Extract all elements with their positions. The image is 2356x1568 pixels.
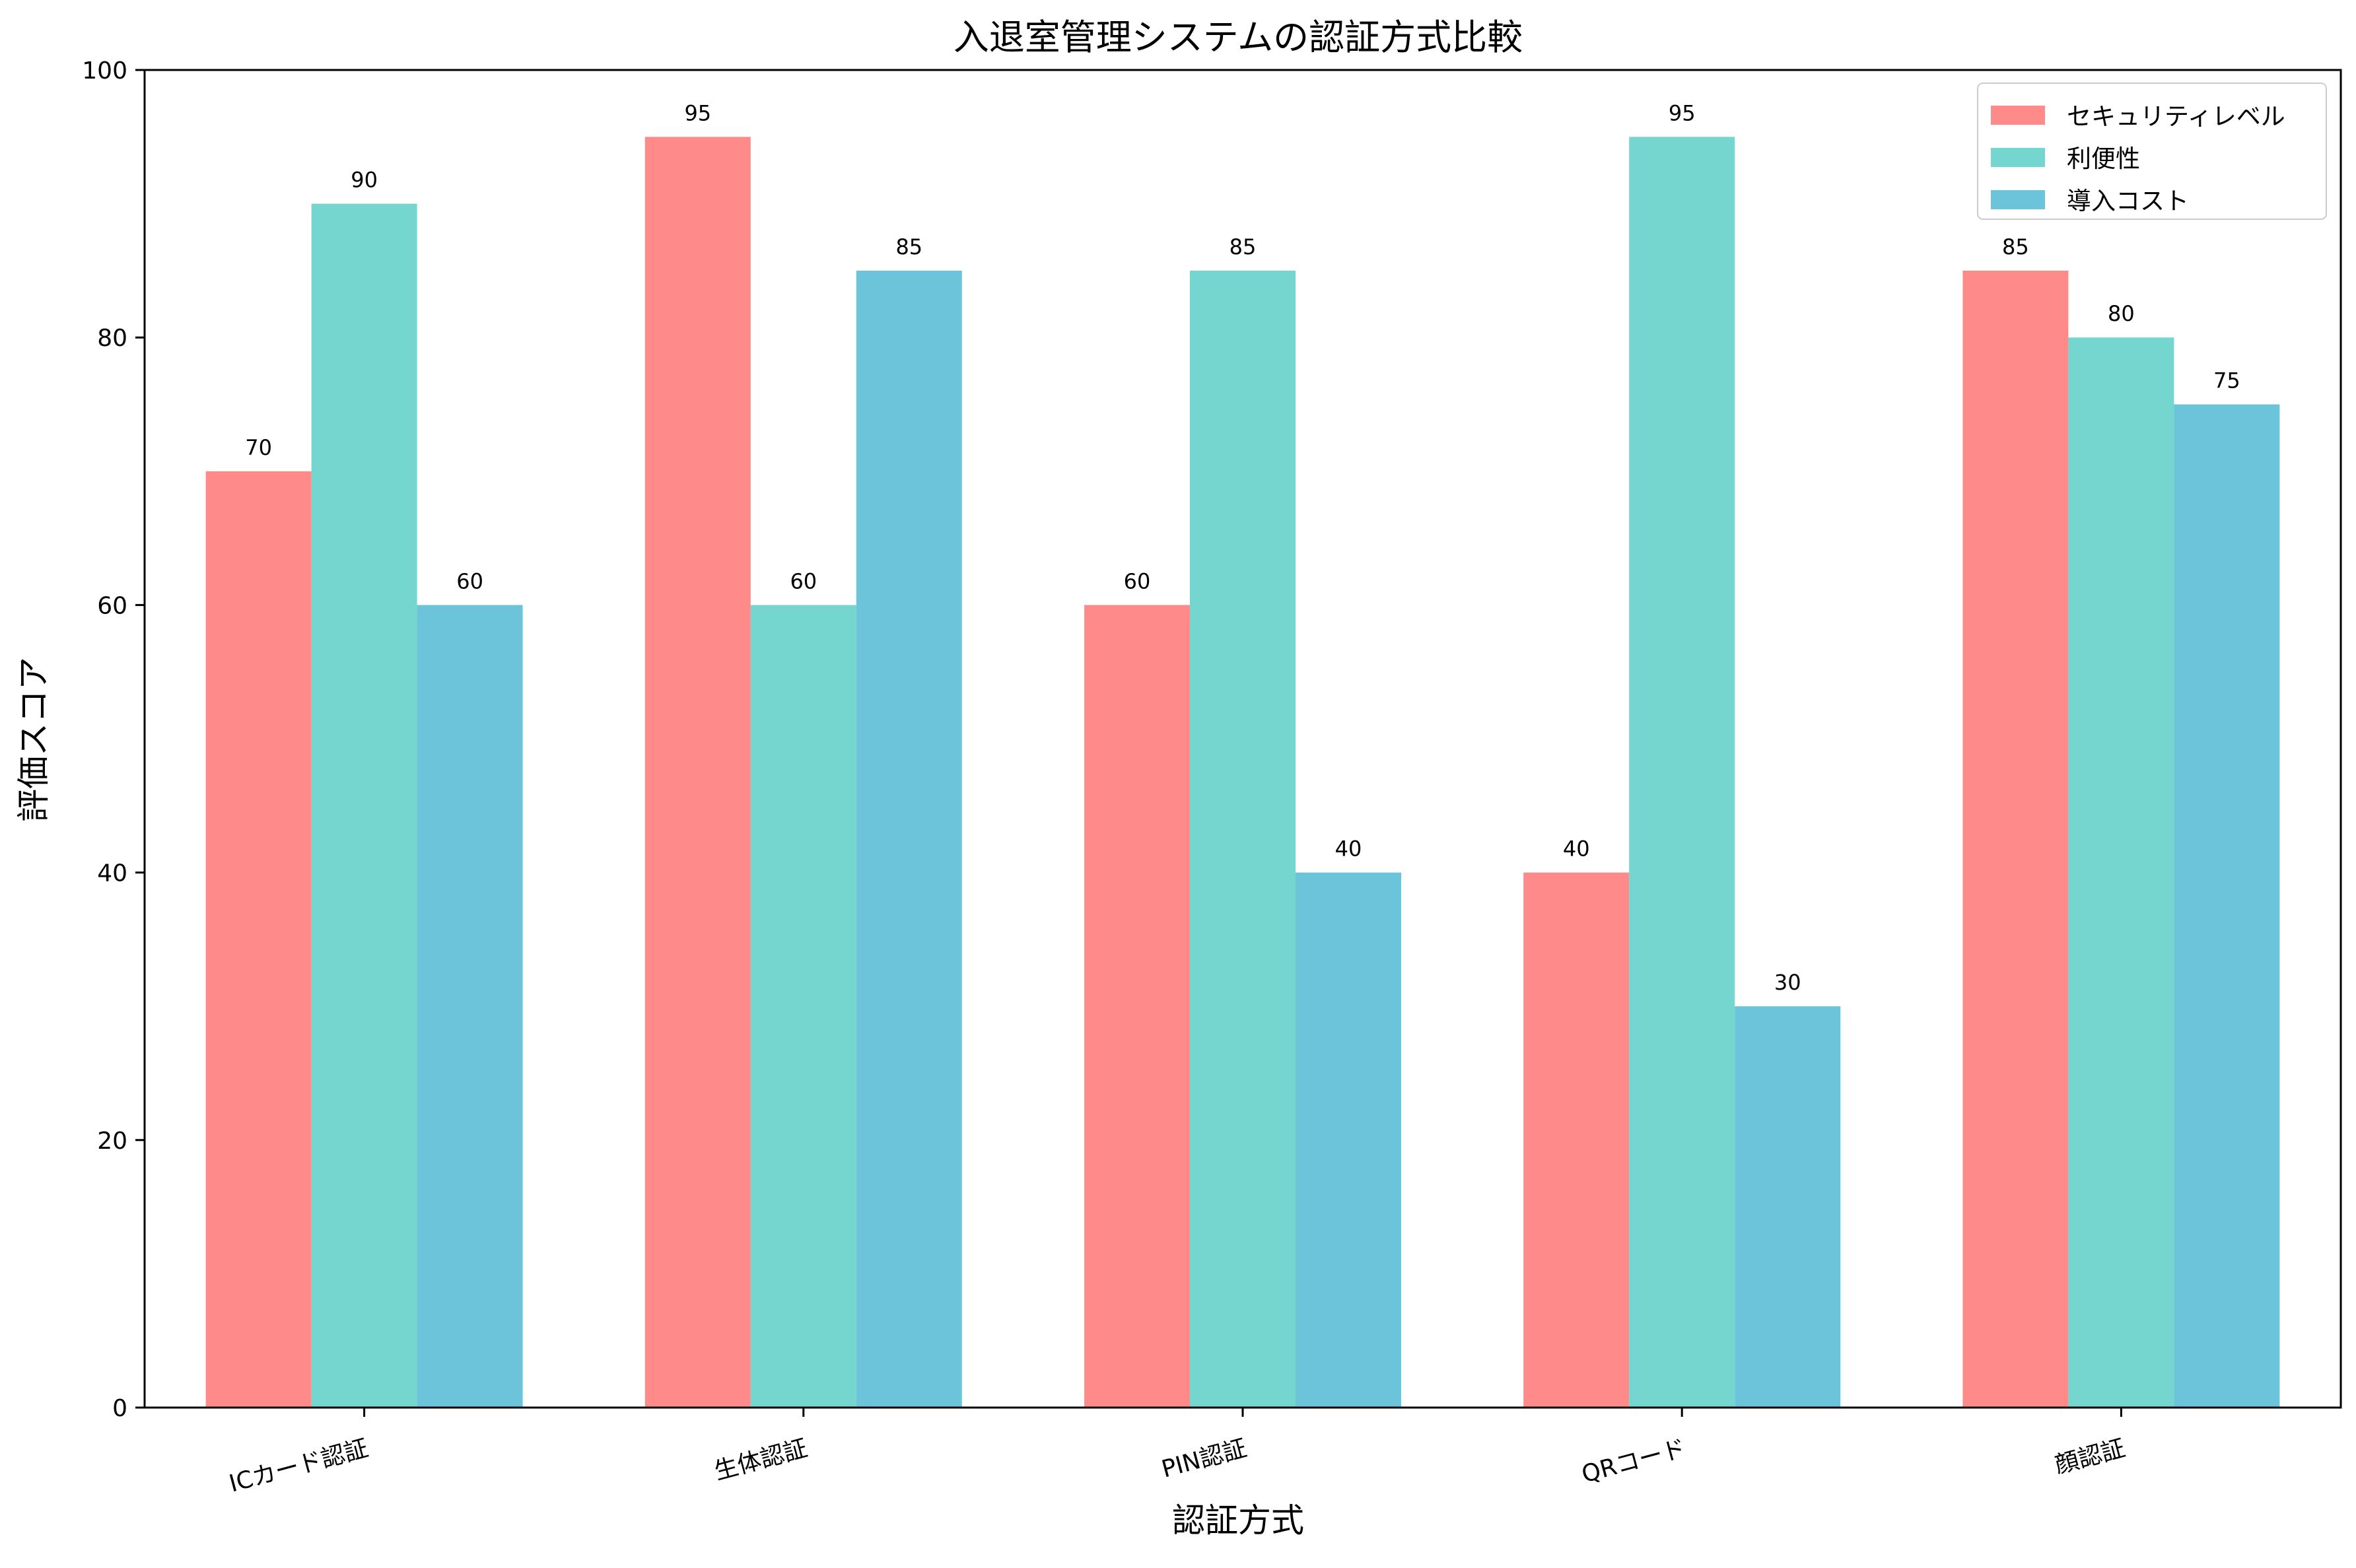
bar [1296,872,1401,1408]
legend-label: 導入コスト [2067,187,2189,215]
data-label: 30 [1774,970,1801,995]
data-label: 60 [1124,568,1151,594]
legend-box [1977,83,2327,220]
chart-title: 入退室管理システムの認証方式比較 [953,17,1523,58]
data-label: 85 [1230,234,1257,259]
bar [1190,270,1296,1408]
y-tick-label: 20 [97,1128,127,1155]
data-label: 90 [351,168,378,193]
legend-label: 利便性 [2067,145,2140,173]
legend-swatch [1991,190,2045,209]
y-tick-label: 0 [112,1395,127,1422]
bar [1084,605,1190,1408]
data-label: 40 [1335,836,1362,862]
bar [2068,337,2174,1408]
legend-label: セキュリティレベル [2067,102,2285,131]
legend-swatch [1991,106,2045,125]
bar [1735,1006,1841,1408]
data-label: 85 [2002,234,2029,259]
bar [205,471,312,1408]
bar [2174,404,2280,1408]
data-label: 70 [245,435,272,460]
bar [856,270,962,1408]
y-tick-label: 100 [82,57,127,85]
data-label: 95 [684,100,711,125]
bar [1523,872,1630,1408]
y-tick-label: 60 [97,592,127,619]
data-label: 75 [2213,368,2240,393]
bar [750,605,856,1408]
y-tick-label: 40 [97,860,127,887]
data-label: 60 [790,568,817,594]
data-label: 60 [456,568,483,594]
data-label: 80 [2108,301,2135,326]
value-labels-layer: 70 90 60 95 60 85 60 85 40 40 95 30 85 80 75 [245,100,2240,995]
data-label: 40 [1563,836,1590,862]
y-tick-label: 80 [97,325,127,352]
legend-swatch [1991,148,2045,167]
data-label: 95 [1669,100,1696,125]
bar [311,203,417,1408]
bar [1629,137,1735,1408]
bar [417,605,523,1408]
bar [644,137,751,1408]
x-axis-label: 認証方式 [1172,1501,1304,1540]
y-axis-label: 評価スコア [15,657,53,822]
bars-layer [205,137,2280,1408]
bar [1962,270,2069,1408]
data-label: 85 [895,234,922,259]
